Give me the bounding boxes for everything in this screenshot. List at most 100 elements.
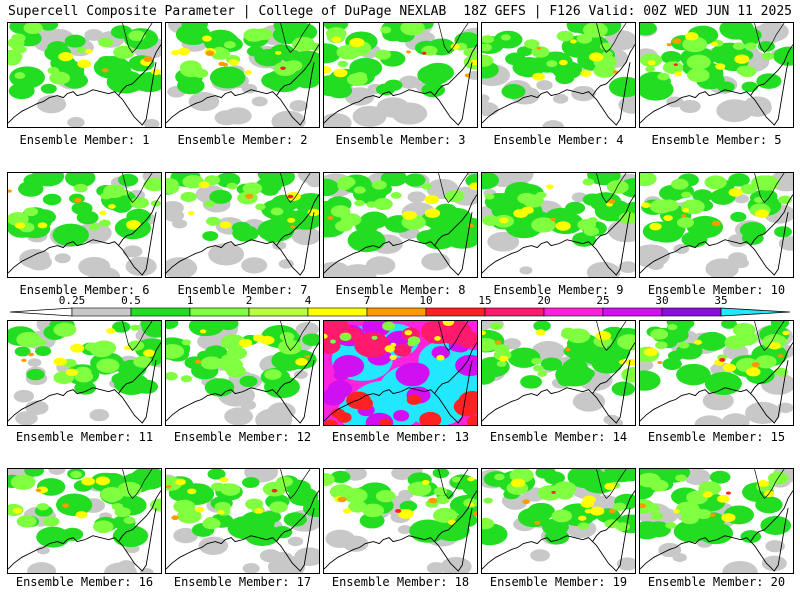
colorbar-segment bbox=[484, 307, 545, 317]
colorbar-tick-label: 15 bbox=[478, 294, 491, 307]
coastline bbox=[8, 490, 161, 570]
colorbar-segment bbox=[248, 307, 309, 317]
state-border bbox=[596, 23, 627, 53]
coastline bbox=[434, 62, 473, 126]
colorbar-segment bbox=[189, 307, 250, 317]
colorbar-tick-label: 20 bbox=[537, 294, 550, 307]
coastline bbox=[434, 360, 473, 424]
coastline bbox=[276, 360, 315, 424]
map-panel-14 bbox=[481, 320, 636, 426]
colorbar-arrow-high bbox=[720, 307, 790, 317]
colorbar-arrow-low bbox=[10, 307, 73, 317]
map-panel-4 bbox=[481, 22, 636, 128]
colorbar-segment bbox=[307, 307, 368, 317]
map-panel-15 bbox=[639, 320, 794, 426]
scp-field bbox=[166, 173, 319, 277]
state-border bbox=[754, 173, 785, 203]
colorbar-segment bbox=[130, 307, 191, 317]
scp-field bbox=[8, 321, 161, 425]
state-border bbox=[438, 23, 469, 53]
map-panel-10 bbox=[639, 172, 794, 278]
page-title: Supercell Composite Parameter | College … bbox=[8, 4, 447, 19]
map-panel-19 bbox=[481, 468, 636, 574]
coastline bbox=[482, 342, 635, 422]
scp-field bbox=[482, 321, 635, 425]
coastline bbox=[324, 194, 477, 274]
coastline bbox=[750, 62, 789, 126]
coastline bbox=[750, 508, 789, 572]
coastline bbox=[166, 194, 319, 274]
member-caption: Ensemble Member: 3 bbox=[335, 133, 466, 147]
member-caption: Ensemble Member: 6 bbox=[19, 283, 150, 297]
coastline bbox=[592, 212, 631, 276]
coastline bbox=[8, 44, 161, 124]
coastline bbox=[276, 62, 315, 126]
scp-field bbox=[482, 469, 635, 572]
coastline bbox=[324, 342, 477, 422]
scp-field bbox=[8, 23, 161, 127]
coastline bbox=[118, 360, 157, 424]
map-panel-7 bbox=[165, 172, 320, 278]
coastline bbox=[640, 194, 793, 274]
state-border bbox=[438, 321, 469, 351]
state-border bbox=[596, 173, 627, 203]
coastline bbox=[592, 360, 631, 424]
scp-field bbox=[166, 469, 319, 573]
state-border bbox=[754, 469, 785, 499]
state-border bbox=[122, 23, 153, 53]
colorbar: 0.25 0.5 1 2 4 7 10 15 20 25 30 35 bbox=[10, 294, 790, 317]
map-panel-1 bbox=[7, 22, 162, 128]
member-caption: Ensemble Member: 2 bbox=[177, 133, 308, 147]
member-caption: Ensemble Member: 1 bbox=[19, 133, 150, 147]
map-panel-2 bbox=[165, 22, 320, 128]
state-border bbox=[280, 23, 311, 53]
coastline bbox=[640, 44, 793, 124]
scp-field bbox=[640, 173, 793, 277]
coastline bbox=[482, 490, 635, 570]
coastline bbox=[166, 342, 319, 422]
map-panel-5 bbox=[639, 22, 794, 128]
colorbar-tick-label: 2 bbox=[246, 294, 253, 307]
state-border bbox=[596, 469, 627, 499]
map-panel-13 bbox=[323, 320, 478, 426]
colorbar-segment bbox=[661, 307, 722, 317]
coastline bbox=[324, 44, 477, 124]
coastline bbox=[118, 508, 157, 572]
colorbar-segment bbox=[366, 307, 427, 317]
coastline bbox=[118, 212, 157, 276]
state-border bbox=[438, 173, 469, 203]
state-border bbox=[122, 321, 153, 351]
coastline bbox=[750, 360, 789, 424]
member-caption: Ensemble Member: 9 bbox=[493, 283, 624, 297]
member-caption: Ensemble Member: 13 bbox=[331, 430, 470, 444]
scp-field bbox=[324, 23, 477, 127]
run-info: 18Z GEFS | F126 Valid: 00Z WED JUN 11 20… bbox=[463, 4, 792, 19]
colorbar-tick-label: 35 bbox=[714, 294, 727, 307]
colorbar-segment bbox=[543, 307, 604, 317]
map-panel-12 bbox=[165, 320, 320, 426]
state-border bbox=[280, 321, 311, 351]
map-panel-20 bbox=[639, 468, 794, 574]
state-border bbox=[280, 469, 311, 499]
coastline bbox=[276, 212, 315, 276]
coastline bbox=[118, 62, 157, 126]
scp-field bbox=[482, 173, 635, 277]
member-caption: Ensemble Member: 4 bbox=[493, 133, 624, 147]
colorbar-tick-label: 25 bbox=[596, 294, 609, 307]
coastline bbox=[640, 490, 793, 570]
member-caption: Ensemble Member: 18 bbox=[331, 575, 470, 589]
state-border bbox=[280, 173, 311, 203]
scp-field bbox=[324, 173, 477, 277]
coastline bbox=[166, 44, 319, 124]
map-panel-18 bbox=[323, 468, 478, 574]
map-panel-16 bbox=[7, 468, 162, 574]
scp-field bbox=[166, 321, 319, 425]
scp-field bbox=[8, 469, 161, 573]
scp-field bbox=[640, 23, 793, 126]
colorbar-tick-label: 0.5 bbox=[121, 294, 141, 307]
coastline bbox=[482, 44, 635, 124]
state-border bbox=[438, 469, 469, 499]
map-panel-9 bbox=[481, 172, 636, 278]
coastline bbox=[8, 194, 161, 274]
member-caption: Ensemble Member: 7 bbox=[177, 283, 308, 297]
